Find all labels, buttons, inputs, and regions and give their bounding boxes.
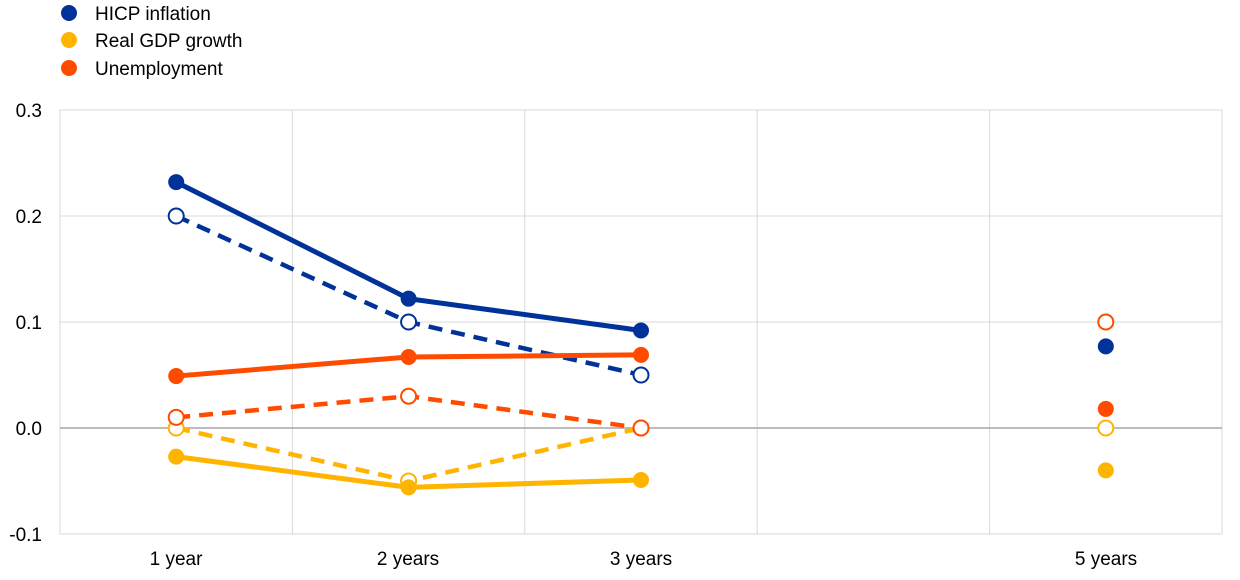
filled-marker-unemployment [1097, 400, 1114, 417]
legend-label-gdp: Real GDP growth [95, 31, 243, 52]
open-marker-unemployment [167, 408, 185, 426]
y-tick-label: -0.1 [9, 525, 42, 546]
filled-marker-gdp [400, 479, 417, 496]
filled-marker-hicp [168, 174, 185, 191]
y-tick-label: 0.3 [16, 101, 42, 122]
open-marker-unemployment [1097, 313, 1115, 331]
filled-marker-hicp [400, 290, 417, 307]
x-tick-label: 5 years [1075, 549, 1137, 570]
y-tick-label: 0.0 [16, 419, 42, 440]
y-axis-ticks: -0.1 0.0 0.1 0.2 0.3 [9, 101, 42, 546]
filled-marker-unemployment [633, 346, 649, 363]
open-marker-unemployment [632, 419, 650, 437]
y-tick-label: 0.1 [16, 313, 42, 334]
filled-marker-gdp [168, 448, 185, 465]
open-marker-hicp [400, 313, 418, 331]
legend-label-unemployment: Unemployment [95, 59, 223, 80]
filled-marker-unemployment [400, 348, 417, 365]
x-tick-label: 3 years [610, 549, 672, 570]
filled-marker-hicp [1097, 338, 1114, 355]
filled-marker-gdp [1097, 462, 1114, 479]
series-lines [175, 179, 642, 490]
filled-marker-gdp [633, 471, 649, 488]
y-tick-label: 0.2 [16, 207, 42, 228]
open-marker-hicp [632, 366, 650, 384]
x-axis-ticks: 1 year 2 years 3 years 5 years [150, 549, 1138, 570]
x-tick-label: 2 years [377, 549, 439, 570]
legend-marker-hicp [61, 5, 77, 21]
legend-marker-gdp [61, 32, 77, 48]
filled-marker-hicp [633, 322, 649, 339]
filled-marker-unemployment [168, 368, 185, 385]
series-markers [167, 174, 1115, 496]
grid [59, 109, 1223, 535]
open-marker-gdp [1097, 419, 1115, 437]
open-marker-unemployment [400, 387, 418, 405]
legend: HICP inflation Real GDP growth Unemploym… [61, 4, 243, 80]
legend-label-hicp: HICP inflation [95, 4, 211, 25]
legend-marker-unemployment [61, 60, 77, 76]
x-tick-label: 1 year [150, 549, 203, 570]
solid-line-hicp [175, 179, 642, 333]
open-marker-hicp [167, 207, 185, 225]
